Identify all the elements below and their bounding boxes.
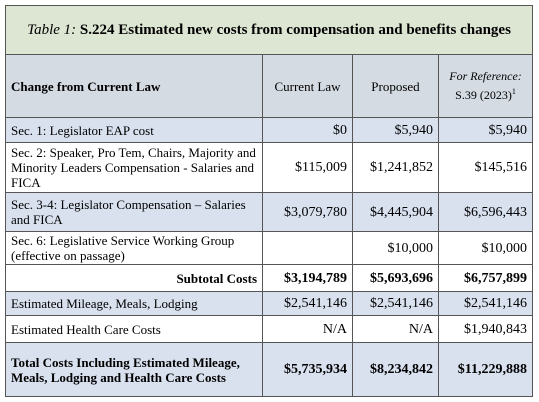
cost-cell: $0 (262, 117, 353, 143)
row-label: Estimated Health Care Costs (5, 315, 263, 343)
cost-cell: $10,000 (352, 231, 439, 265)
title-label: Table 1: (27, 21, 77, 38)
row-label: Estimated Mileage, Meals, Lodging (5, 291, 263, 316)
row-label: Sec. 1: Legislator EAP cost (5, 117, 263, 143)
table-row: Sec. 6: Legislative Service Working Grou… (5, 231, 534, 265)
cost-cell: $5,940 (352, 117, 439, 143)
table-body: Sec. 1: Legislator EAP cost $0 $5,940 $5,94… (5, 117, 534, 397)
cost-cell: $1,940,843 (437, 315, 534, 343)
table-row: Subtotal Costs $3,194,789 $5,693,696 $6,757… (5, 264, 534, 292)
cost-cell: $5,735,934 (262, 342, 353, 397)
cost-cell (262, 231, 353, 265)
row-label: Sec. 6: Legislative Service Working Grou… (5, 231, 263, 265)
cost-cell: $3,079,780 (262, 192, 353, 232)
row-label: Sec. 2: Speaker, Pro Tem, Chairs, Majori… (5, 142, 263, 193)
cost-cell: N/A (262, 315, 353, 343)
table-row: Estimated Health Care Costs N/A N/A $1,940,… (5, 315, 534, 343)
table-title: Table 1: S.224 Estimated new costs from … (4, 5, 534, 55)
cost-cell: $6,596,443 (437, 192, 534, 232)
cost-cell: $4,445,904 (352, 192, 439, 232)
cost-cell: $10,000 (437, 231, 534, 265)
cost-cell: $1,241,852 (352, 142, 439, 193)
cost-cell: $2,541,146 (262, 291, 353, 316)
header-row: Change from Current Law Current Law Prop… (5, 54, 534, 118)
title-text: S.224 Estimated new costs from compensat… (79, 21, 511, 38)
title-row: Table 1: S.224 Estimated new costs from … (4, 5, 534, 55)
table-row: Sec. 2: Speaker, Pro Tem, Chairs, Majori… (5, 142, 534, 193)
header-text: S.39 (2023) (455, 88, 512, 102)
table-row: Total Costs Including Estimated Mileage,… (5, 342, 534, 397)
cost-cell: $115,009 (262, 142, 353, 193)
column-header: Current Law (262, 54, 353, 118)
cost-cell: $5,940 (437, 117, 534, 143)
row-label: Sec. 3-4: Legislator Compensation – Sala… (5, 192, 263, 232)
cost-cell: $2,541,146 (352, 291, 439, 316)
cost-cell: $5,693,696 (352, 264, 439, 292)
header-label: For Reference: (449, 69, 522, 83)
cost-cell: $8,234,842 (352, 342, 439, 397)
row-label: Subtotal Costs (5, 264, 263, 292)
cost-cell: $2,541,146 (437, 291, 534, 316)
cost-cell: N/A (352, 315, 439, 343)
table-row: Estimated Mileage, Meals, Lodging $2,541,… (5, 291, 534, 316)
cost-cell: $145,516 (437, 142, 534, 193)
column-header: For Reference: S.39 (2023)1 (437, 54, 534, 118)
row-label: Total Costs Including Estimated Mileage,… (5, 342, 263, 397)
cost-cell: $6,757,899 (437, 264, 534, 292)
cost-table: Table 1: S.224 Estimated new costs from … (4, 5, 534, 397)
footnote-mark: 1 (511, 87, 516, 96)
table-row: Sec. 1: Legislator EAP cost $0 $5,940 $5,94… (5, 117, 534, 143)
cost-cell: $11,229,888 (437, 342, 534, 397)
column-header: Proposed (352, 54, 439, 118)
cost-cell: $3,194,789 (262, 264, 353, 292)
table-row: Sec. 3-4: Legislator Compensation – Sala… (5, 192, 534, 232)
column-header: Change from Current Law (5, 54, 263, 118)
